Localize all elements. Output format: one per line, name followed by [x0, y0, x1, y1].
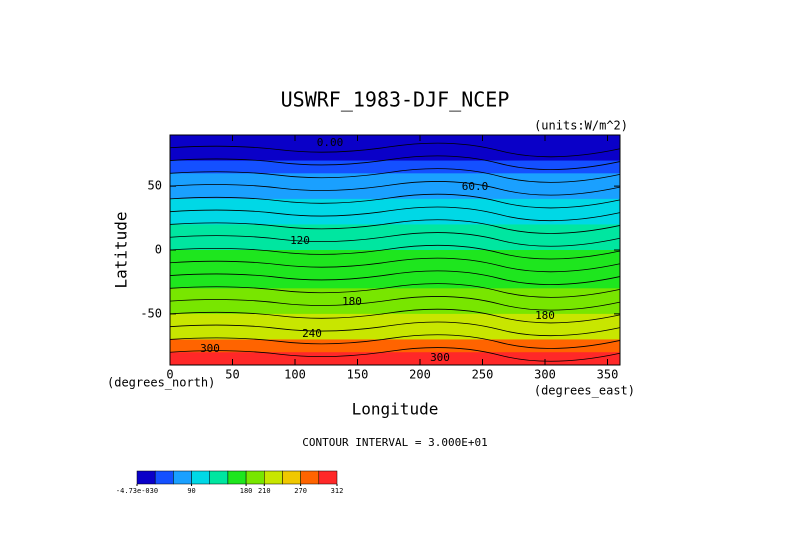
contour-label: 60.0 — [462, 180, 489, 193]
contour-line — [169, 219, 621, 234]
contour-band — [170, 147, 620, 162]
colorbar-box — [264, 470, 283, 485]
y-axis-label: Latitude — [112, 211, 131, 288]
x-tick-label: 250 — [472, 368, 494, 382]
x-tick-label: 150 — [347, 368, 369, 382]
colorbar-label: 270 — [294, 487, 307, 495]
colorbar-label: 210 — [258, 487, 271, 495]
x-unit-label: (degrees_east) — [534, 384, 635, 398]
y-unit-label: (degrees_north) — [107, 376, 215, 390]
colorbar-label: 90 — [187, 487, 195, 495]
contour-line — [169, 347, 621, 362]
y-tick-label: 50 — [148, 179, 162, 193]
contour-line — [169, 270, 621, 285]
contour-band — [170, 186, 620, 200]
contour-band — [170, 224, 620, 238]
contour-label: 0.00 — [317, 136, 344, 149]
y-tick-label: 0 — [155, 243, 162, 257]
x-tick-label: 300 — [534, 368, 556, 382]
contour-band — [170, 301, 620, 315]
x-tick-label: 200 — [409, 368, 431, 382]
x-tick-label: 350 — [597, 368, 619, 382]
contour-line — [169, 308, 621, 324]
colorbar-box — [318, 470, 338, 485]
contour-label: 300 — [200, 342, 220, 355]
contour-band — [170, 211, 620, 225]
contour-line — [169, 232, 621, 247]
contour-band — [170, 160, 620, 174]
contour-band — [170, 250, 620, 264]
contour-label: 180 — [342, 295, 362, 308]
contour-band — [170, 237, 620, 251]
contour-band — [170, 352, 620, 366]
colorbar-label: 312 — [331, 487, 344, 495]
contour-band — [170, 313, 620, 328]
y-tick-label: -50 — [140, 306, 162, 320]
contour-line — [169, 244, 621, 260]
colorbar-box — [191, 470, 210, 485]
contour-line — [169, 142, 621, 158]
colorbar-box — [227, 470, 247, 485]
contour-interval: CONTOUR INTERVAL = 3.000E+01 — [302, 436, 487, 449]
contour-band — [170, 262, 620, 277]
contour-label: 240 — [302, 327, 322, 340]
x-tick-label: 0 — [166, 368, 173, 382]
colorbar-box — [136, 470, 156, 485]
colorbar-label: -4.73e-030 — [116, 487, 158, 495]
contour-band — [170, 173, 620, 187]
contour-band — [170, 326, 620, 340]
contour-line — [169, 334, 621, 349]
colorbar-box — [245, 470, 265, 485]
units: (units:W/m^2) — [534, 119, 628, 133]
contour-band — [170, 275, 620, 289]
colorbar-box — [282, 470, 301, 485]
contour-band — [170, 198, 620, 213]
contour-label: 300 — [430, 351, 450, 364]
x-tick-label: 50 — [225, 368, 239, 382]
contour-line — [169, 193, 621, 209]
colorbar-box — [209, 470, 229, 485]
chart-title: USWRF_1983-DJF_NCEP — [281, 88, 510, 112]
contour-band — [170, 135, 620, 149]
contour-band — [170, 339, 620, 353]
contour-line — [169, 155, 621, 170]
colorbar-box — [154, 470, 174, 485]
contour-label: 180 — [535, 309, 555, 322]
contour-line — [169, 283, 621, 298]
x-axis-label: Longitude — [352, 400, 439, 419]
contour-line — [169, 296, 621, 311]
x-tick-label: 100 — [284, 368, 306, 382]
contour-line — [169, 181, 621, 196]
contour-line — [169, 257, 621, 273]
colorbar-box — [173, 470, 192, 485]
contour-label: 120 — [290, 234, 310, 247]
colorbar-box — [300, 470, 320, 485]
colorbar-label: 180 — [240, 487, 253, 495]
contour-line — [169, 168, 621, 183]
contour-band — [170, 288, 620, 302]
contour-line — [169, 321, 621, 337]
contour-line — [169, 206, 621, 222]
